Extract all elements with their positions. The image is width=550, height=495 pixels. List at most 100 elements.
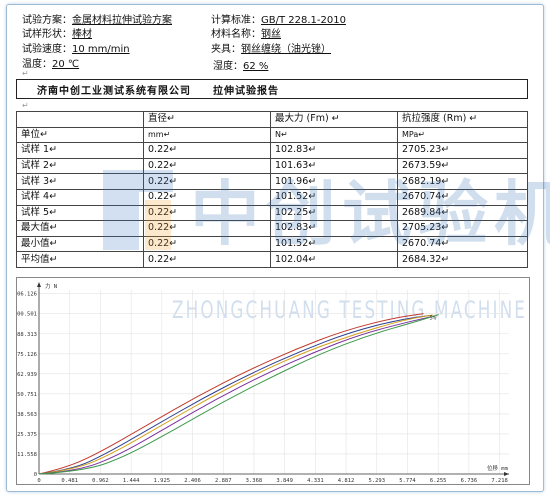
results-table: 直径↵ 最大力 (Fm) ↵ 抗拉强度 (Rm) ↵ 单位↵ mm↵ N↵ MPa↵ 试样 1… — [16, 111, 528, 268]
table-header-row: 直径↵ 最大力 (Fm) ↵ 抗拉强度 (Rm) ↵ — [16, 111, 528, 128]
speed-row: 试验速度：10 mm/min — [22, 40, 130, 55]
table-cell: MPa↵ — [397, 126, 528, 144]
table-cell: 平均值↵ — [16, 251, 144, 268]
temp-row: 温度：20 ℃ — [22, 55, 79, 70]
table-cell: 2705.23↵ — [397, 220, 528, 237]
table-row: 最大值↵ 0.22↵ 102.83↵ 2705.23↵ — [16, 220, 528, 237]
series-line — [38, 314, 439, 475]
table-cell: 试样 3↵ — [16, 173, 144, 190]
paragraph-mark: ↵ — [22, 101, 29, 110]
table-cell: 试样 5↵ — [16, 204, 144, 222]
table-row: 平均值↵ 0.22↵ 102.04↵ 2684.32↵ — [16, 251, 528, 268]
table-cell: 102.25↵ — [270, 204, 398, 222]
series-line — [38, 315, 430, 475]
humidity-value: 62 % — [243, 61, 269, 72]
table-cell: 102.83↵ — [270, 142, 398, 159]
table-cell: 101.96↵ — [270, 173, 398, 190]
table-cell: 试样 2↵ — [16, 157, 144, 175]
material-value: 钢丝 — [261, 29, 281, 40]
temp-label: 温度： — [22, 59, 52, 70]
table-cell: 试样 4↵ — [16, 188, 144, 206]
scheme-label: 试验方案： — [22, 15, 72, 26]
table-cell: 0.22↵ — [143, 220, 271, 237]
table-cell: 2673.59↵ — [397, 157, 528, 175]
y-axis-label: 力 N — [45, 282, 57, 290]
x-tick-label: 6.255 — [430, 478, 447, 484]
table-cell: mm↵ — [143, 126, 271, 144]
x-tick-label: 2.887 — [215, 478, 232, 484]
chart-svg: 0 0.481 0.962 1.444 1.925 2.406 2.887 3.368 3.84… — [17, 282, 509, 484]
table-cell: 0.22↵ — [143, 251, 271, 268]
table-cell: 101.52↵ — [270, 188, 398, 206]
table-cell: 2689.84↵ — [397, 204, 528, 222]
standard-row: 计算标准：GB/T 228.1-2010 — [211, 11, 346, 26]
x-axis-arrow-icon — [504, 472, 509, 476]
y-tick-label: 38.563 — [17, 412, 37, 418]
humidity-label: 湿度： — [213, 61, 243, 72]
table-cell: 0.22↵ — [143, 204, 271, 222]
table-cell: 0.22↵ — [143, 188, 271, 206]
table-cell: 2705.23↵ — [397, 142, 528, 159]
x-tick-label: 2.406 — [184, 478, 201, 484]
table-row: 最小值↵ 0.22↵ 101.52↵ 2670.74↵ — [16, 235, 528, 253]
x-tick-label: 1.925 — [154, 478, 171, 484]
x-tick-label: 3.849 — [276, 478, 293, 484]
table-cell: 0.22↵ — [143, 142, 271, 159]
table-row: 试样 5↵ 0.22↵ 102.25↵ 2689.84↵ — [16, 204, 528, 222]
temp-value: 20 ℃ — [52, 59, 80, 70]
table-cell: 最大力 (Fm) ↵ — [270, 111, 398, 128]
table-cell: 102.04↵ — [270, 251, 398, 268]
x-tick-label: 5.293 — [368, 478, 385, 484]
humidity-row: 湿度：62 % — [213, 57, 268, 72]
x-tick-label: 0 — [37, 478, 40, 484]
table-cell: 单位↵ — [16, 126, 144, 144]
x-tick-label: 5.774 — [399, 478, 416, 484]
table-units-row: 单位↵ mm↵ N↵ MPa↵ — [16, 126, 528, 144]
material-row: 材料名称：钢丝 — [211, 25, 281, 40]
x-tick-label: 4.812 — [338, 478, 355, 484]
table-cell: 2670.74↵ — [397, 235, 528, 253]
y-tick-label: 100.501 — [17, 312, 37, 318]
report-banner: 济南中创工业测试系统有限公司 拉伸试验报告 — [16, 79, 528, 99]
series-line — [38, 314, 433, 475]
table-cell: 直径↵ — [143, 111, 271, 128]
standard-label: 计算标准： — [211, 15, 261, 26]
x-tick-label: 4.331 — [307, 478, 324, 484]
x-tick-label: 0.962 — [92, 478, 109, 484]
table-cell: 最小值↵ — [16, 235, 144, 253]
x-tick-label: 3.368 — [246, 478, 263, 484]
table-cell: 101.52↵ — [270, 235, 398, 253]
scheme-value: 金属材料拉伸试验方案 — [72, 15, 172, 26]
y-tick-label: 25.375 — [17, 432, 37, 438]
table-cell: 0.22↵ — [143, 235, 271, 253]
table-row: 试样 1↵ 0.22↵ 102.83↵ 2705.23↵ — [16, 142, 528, 159]
table-cell: 2682.19↵ — [397, 173, 528, 190]
table-row: 试样 4↵ 0.22↵ 101.52↵ 2670.74↵ — [16, 188, 528, 206]
table-cell — [16, 111, 144, 128]
y-tick-label: 62.939 — [17, 372, 37, 378]
force-displacement-chart: 0 0.481 0.962 1.444 1.925 2.406 2.887 3.368 3.84… — [16, 277, 530, 485]
speed-value: 10 mm/min — [72, 44, 130, 55]
shape-value: 棒材 — [72, 29, 92, 40]
table-row: 试样 2↵ 0.22↵ 101.63↵ 2673.59↵ — [16, 157, 528, 175]
y-tick-label: 11.558 — [17, 452, 37, 458]
scheme-row: 试验方案：金属材料拉伸试验方案 — [22, 11, 172, 26]
x-tick-label: 1.444 — [123, 478, 140, 484]
series-end-label: 5% — [430, 316, 437, 322]
y-tick-label: 50.751 — [17, 392, 37, 398]
shape-row: 试样形状：棒材 — [22, 25, 92, 40]
speed-label: 试验速度： — [22, 44, 72, 55]
table-cell: 试样 1↵ — [16, 142, 144, 159]
y-tick-label: 75.126 — [17, 352, 37, 358]
table-row: 试样 3↵ 0.22↵ 101.96↵ 2682.19↵ — [16, 173, 528, 190]
series-line — [38, 313, 424, 475]
table-cell: 2684.32↵ — [397, 251, 528, 268]
table-cell: 最大值↵ — [16, 220, 144, 237]
shape-label: 试样形状： — [22, 29, 72, 40]
x-axis-label: 位移 mm — [487, 464, 509, 472]
standard-value: GB/T 228.1-2010 — [261, 15, 346, 26]
report-title: 拉伸试验报告 — [213, 85, 279, 97]
fixture-label: 夹具： — [211, 44, 241, 55]
paragraph-mark: ↵ — [22, 69, 29, 78]
x-tick-label: 6.736 — [461, 478, 478, 484]
